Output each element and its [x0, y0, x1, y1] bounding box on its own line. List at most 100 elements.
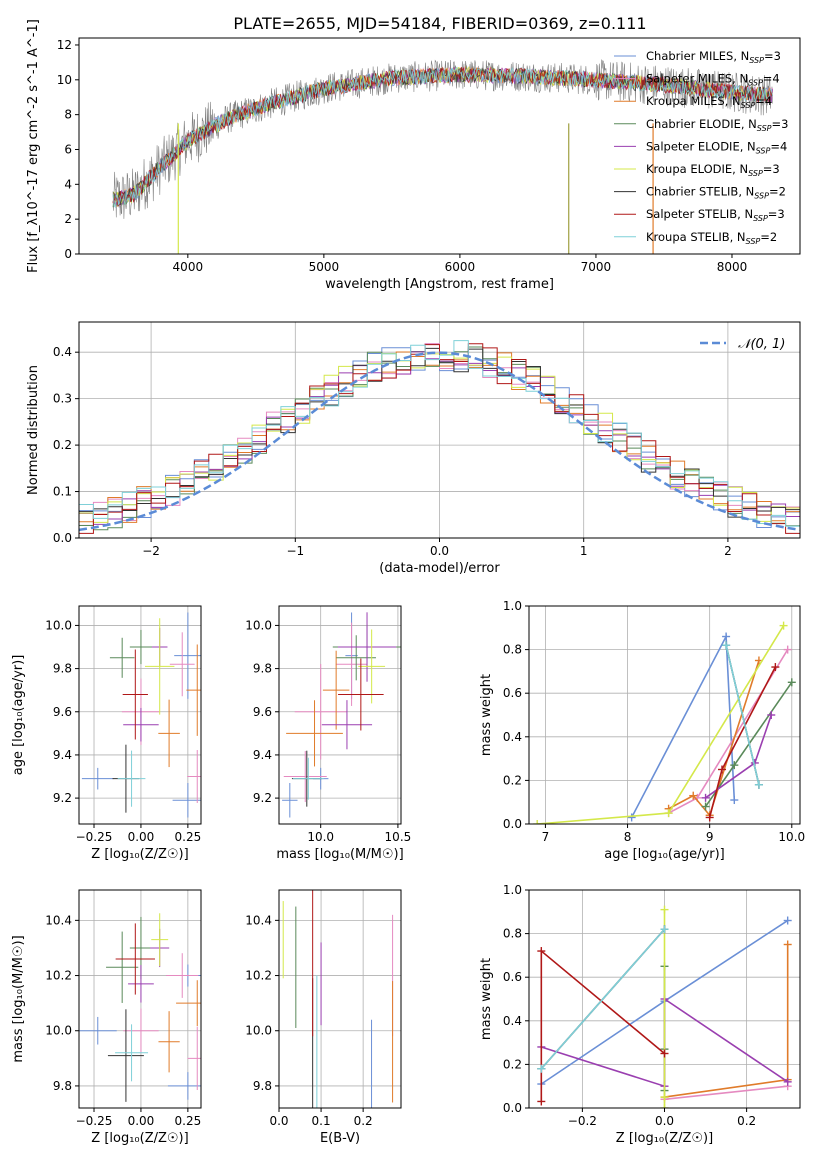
x-tick-label: 0.00	[128, 1114, 155, 1128]
y-tick-label: 0	[64, 247, 72, 261]
y-tick-label: 10	[57, 73, 72, 87]
legend-label: Chabrier STELIB, NSSP=2	[646, 185, 786, 201]
plot-frame	[78, 605, 202, 825]
plot-frame	[278, 889, 402, 1109]
y-tick-label: 9.8	[53, 1079, 72, 1093]
x-tick-label: 8000	[717, 260, 748, 274]
y-tick-label: 6	[64, 142, 72, 156]
y-tick-label: 9.2	[253, 791, 272, 805]
errorbar-group	[282, 612, 401, 818]
x-tick-label: 2	[724, 544, 732, 558]
normal-distribution-curve	[79, 351, 800, 532]
weight-lines	[537, 905, 792, 1108]
y-tick-label: 8	[64, 108, 72, 122]
plot-frame	[78, 37, 801, 255]
y-tick-label: 0.6	[503, 686, 522, 700]
y-tick-label: 12	[57, 38, 72, 52]
x-tick-label: −0.25	[76, 830, 113, 844]
x-tick-label: 0.25	[175, 830, 202, 844]
x-axis-label: (data-model)/error	[379, 561, 500, 576]
figure-title: PLATE=2655, MJD=54184, FIBERID=0369, z=0…	[233, 14, 646, 33]
y-tick-label: 0.4	[53, 345, 72, 359]
plot-frame	[278, 605, 402, 825]
x-axis-label: mass [log₁₀(M/M☉)]	[276, 847, 403, 862]
x-tick-label: 10.0	[778, 830, 805, 844]
axes-layer: 4000 5000 6000 7000 8000024681012wavelength …	[11, 19, 805, 1146]
legend-label: Salpeter STELIB, NSSP=3	[646, 207, 785, 223]
y-tick-label: 9.4	[53, 748, 72, 762]
x-tick-label: 4000	[173, 260, 204, 274]
y-tick-label: 10.4	[45, 913, 72, 927]
grid-layer	[79, 322, 800, 1109]
weight-line	[537, 625, 785, 824]
y-tick-label: 0.0	[53, 531, 72, 545]
legend-label: Kroupa MILES, NSSP=4	[646, 94, 772, 110]
weight-line	[664, 1085, 788, 1101]
errorbar-group	[282, 890, 394, 1108]
y-tick-label: 10.0	[245, 1024, 272, 1038]
plot-frame	[528, 605, 801, 825]
residual-histogram	[79, 346, 800, 531]
y-tick-label: 0.3	[53, 392, 72, 406]
weight-line	[540, 949, 666, 1102]
weight-lines	[533, 621, 796, 824]
y-tick-label: 1.0	[503, 883, 522, 897]
model-spectrum-line	[112, 66, 773, 209]
model-spectrum-line	[112, 66, 773, 207]
y-tick-label: 10.0	[45, 1024, 72, 1038]
weight-line	[708, 666, 777, 818]
y-tick-label: 2	[64, 212, 72, 226]
y-tick-label: 10.2	[245, 969, 272, 983]
x-axis-label: wavelength [Angstrom, rest frame]	[325, 277, 554, 292]
y-axis-label: Flux [f_λ10^-17 erg cm^-2 s^-1 A^-1]	[26, 19, 41, 273]
x-tick-label: 1	[580, 544, 588, 558]
y-tick-label: 9.6	[253, 705, 272, 719]
legend-label: Kroupa ELODIE, NSSP=3	[646, 162, 780, 178]
legend-label: Chabrier MILES, NSSP=3	[646, 49, 781, 65]
y-tick-label: 0.4	[503, 1014, 522, 1028]
x-tick-label: −2	[142, 544, 160, 558]
x-tick-label: 0.25	[175, 1114, 202, 1128]
y-axis-label: mass [log₁₀(M/M☉)]	[11, 935, 26, 1062]
y-tick-label: 10.0	[45, 618, 72, 632]
y-tick-label: 0.4	[503, 730, 522, 744]
model-spectrum-line	[112, 67, 773, 206]
x-axis-label: Z [log₁₀(Z/Z☉)]	[91, 1131, 188, 1146]
y-tick-label: 0.2	[503, 773, 522, 787]
x-tick-label: −1	[286, 544, 304, 558]
legend-label: 𝒩(0, 1)	[738, 337, 785, 352]
x-axis-label: Z [log₁₀(Z/Z☉)]	[91, 847, 188, 862]
y-tick-label: 0.2	[53, 438, 72, 452]
legend-label: Kroupa STELIB, NSSP=2	[646, 230, 777, 246]
x-tick-label: 0.00	[128, 830, 155, 844]
y-tick-label: 0.8	[503, 643, 522, 657]
y-tick-label: 10.2	[45, 969, 72, 983]
y-axis-label: mass weight	[479, 674, 494, 756]
x-tick-label: 10.5	[385, 830, 412, 844]
y-axis-label: Normed distribution	[26, 365, 41, 495]
y-tick-label: 0.2	[503, 1057, 522, 1071]
y-tick-label: 9.6	[53, 705, 72, 719]
weight-line	[668, 660, 760, 817]
x-tick-label: 0.0	[269, 1114, 288, 1128]
legend-label: Salpeter ELODIE, NSSP=4	[646, 139, 787, 155]
y-tick-label: 0.1	[53, 485, 72, 499]
y-tick-label: 0.6	[503, 970, 522, 984]
y-axis-label: age [log₁₀(age/yr)]	[11, 655, 26, 776]
y-tick-label: 9.8	[253, 1079, 272, 1093]
legend-label: Chabrier ELODIE, NSSP=3	[646, 117, 788, 133]
x-tick-label: 7000	[581, 260, 612, 274]
weight-line	[725, 645, 760, 785]
y-tick-label: 9.4	[253, 748, 272, 762]
x-tick-label: 8	[624, 830, 632, 844]
errorbar-group	[81, 612, 201, 818]
y-tick-label: 10.4	[245, 913, 272, 927]
residual-histogram	[79, 340, 800, 527]
y-tick-label: 9.8	[253, 662, 272, 676]
spectrum-lines	[112, 59, 773, 254]
plot-frame	[78, 889, 202, 1109]
y-tick-label: 1.0	[503, 599, 522, 613]
x-tick-label: 0.2	[354, 1114, 373, 1128]
histogram-lines	[79, 340, 800, 534]
x-tick-label: −0.2	[568, 1114, 597, 1128]
